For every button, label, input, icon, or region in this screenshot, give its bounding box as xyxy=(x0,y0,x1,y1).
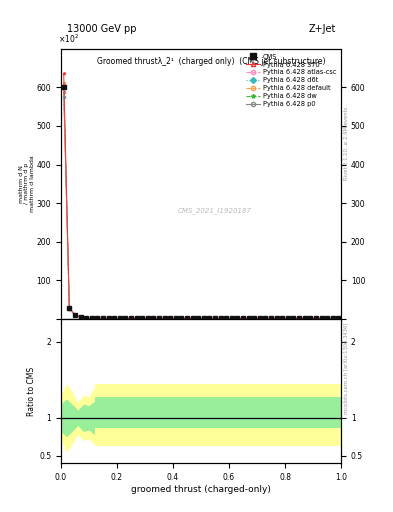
Text: Rivet 3.1.10, ≥ 2.9M events: Rivet 3.1.10, ≥ 2.9M events xyxy=(344,106,349,180)
X-axis label: groomed thrust (charged-only): groomed thrust (charged-only) xyxy=(131,485,271,494)
Text: mcplots.cern.ch [arXiv:1306.3436]: mcplots.cern.ch [arXiv:1306.3436] xyxy=(344,323,349,414)
Text: Z+Jet: Z+Jet xyxy=(308,24,336,34)
Y-axis label: mathrm d N
/ mathrm d p
mathrm d lambda: mathrm d N / mathrm d p mathrm d lambda xyxy=(18,156,35,212)
Text: 13000 GeV pp: 13000 GeV pp xyxy=(66,24,136,34)
Text: Groomed thrustλ_2¹  (charged only)  (CMS jet substructure): Groomed thrustλ_2¹ (charged only) (CMS j… xyxy=(97,57,326,66)
Legend: CMS, Pythia 6.428 370, Pythia 6.428 atlas-csc, Pythia 6.428 d6t, Pythia 6.428 de: CMS, Pythia 6.428 370, Pythia 6.428 atla… xyxy=(244,52,338,109)
Text: $\times 10^2$: $\times 10^2$ xyxy=(58,32,79,45)
Y-axis label: Ratio to CMS: Ratio to CMS xyxy=(27,367,36,416)
Text: CMS_2021_I1920187: CMS_2021_I1920187 xyxy=(178,207,252,215)
